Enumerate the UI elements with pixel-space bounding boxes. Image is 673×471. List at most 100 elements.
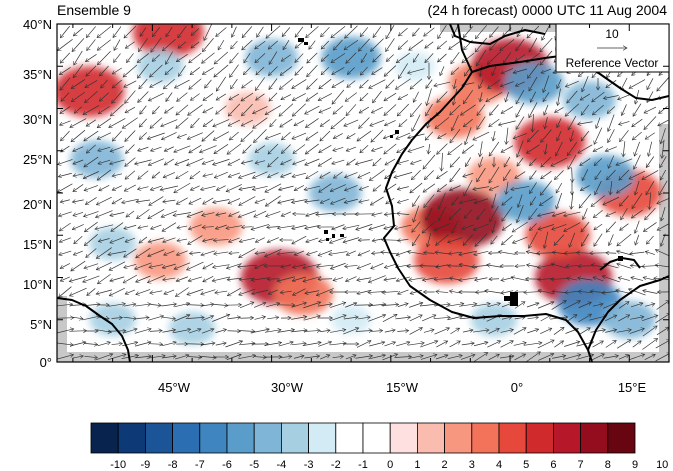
colorbar-swatch [444,422,473,454]
wind-vector [464,179,473,196]
wind-vector [631,277,644,281]
wind-vector [565,80,579,87]
wind-vector [148,158,164,166]
wind-vector [359,200,370,202]
wind-vector [397,330,408,331]
wind-vector [320,171,331,178]
wind-vector [176,250,188,255]
wind-vector [360,144,369,153]
wind-vector [425,131,434,140]
wind-vector [124,263,137,267]
wind-vector [203,119,214,126]
wind-vector [203,197,214,204]
wind-vector [437,91,448,103]
wind-vector [527,317,539,319]
wind-vector [397,186,409,190]
wind-vector [491,235,498,244]
wind-vector [395,78,411,90]
wind-vector [617,264,632,269]
wind-vector [332,89,345,104]
wind-vector [343,237,360,243]
wind-vector [112,90,123,104]
wind-vector [426,207,433,221]
wind-vector [529,208,538,219]
wind-vector [515,54,526,62]
wind-vector [238,210,256,218]
wind-vector [332,224,345,230]
colorbar: -10 -9 -8 -7 -6 -5 -4 -3 -2 -1 0 1 2 3 4 5 6 7 8 9 10 [90,422,668,471]
colorbar-swatch [117,422,146,454]
wind-vector [463,118,473,127]
wind-vector [163,278,176,280]
wind-vector [264,330,281,333]
wind-vector [85,54,97,61]
wind-vector [489,118,500,127]
wind-vector [295,26,304,37]
wind-vector [135,159,152,164]
wind-vector [251,224,270,229]
wind-vector [529,196,537,206]
wind-vector [360,92,369,101]
lon-label: 45°W [158,380,191,395]
wind-vector [384,65,397,77]
wind-vector [360,66,368,75]
wind-vector [608,129,615,142]
wind-vector [281,265,292,268]
colorbar-label: 1 [414,459,420,471]
wind-vector [82,316,99,321]
wind-vector [84,221,98,232]
wind-vector [412,53,420,63]
wind-vector [96,247,112,259]
wind-vector [73,146,84,152]
wind-vector [552,291,567,292]
wind-vector [408,68,425,74]
wind-vector [447,316,463,321]
wind-vector [216,185,226,191]
wind-vector [571,192,573,209]
wind-vector [203,106,214,112]
wind-vector [316,288,334,295]
wind-vector [125,90,136,104]
wind-vector [178,26,187,38]
wind-vector [370,196,384,206]
wind-vector [229,93,240,100]
wind-vector [451,67,460,74]
wind-vector [292,276,306,281]
wind-vector [253,129,267,142]
wind-vector [241,119,253,126]
colorbar-swatch [553,422,582,454]
longitude-axis: 45°W 30°W 15°W 0° 15°E [158,380,646,395]
wind-vector [231,78,238,89]
wind-vector [305,118,319,127]
wind-vector [291,303,307,308]
wind-vector [551,264,567,269]
wind-vector [321,26,330,37]
wind-vector [419,304,438,306]
wind-vector [134,262,152,269]
wind-vector [475,277,488,281]
colorbar-swatch [199,422,228,454]
wind-vector [360,79,369,88]
colorbar-label: 9 [632,459,638,471]
wind-vector [163,237,176,242]
wind-vector [307,52,318,63]
wind-vector [278,198,295,203]
wind-vector [343,317,358,319]
anomaly-blob [89,303,136,337]
wind-vector [450,167,461,182]
wind-vector [139,236,148,243]
wind-vector [541,170,552,179]
wind-vector [368,304,386,306]
wind-vector [489,185,499,190]
wind-vector [228,119,241,126]
wind-vector [635,180,640,195]
wind-vector [150,64,163,77]
wind-vector [384,263,396,267]
wind-vector [330,330,346,333]
wind-vector [269,78,278,89]
wind-vector [411,169,421,180]
wind-vector [646,180,655,195]
reference-vector-legend: 10 Reference Vector [555,23,670,73]
wind-vector [202,52,215,63]
wind-vector [344,198,358,202]
